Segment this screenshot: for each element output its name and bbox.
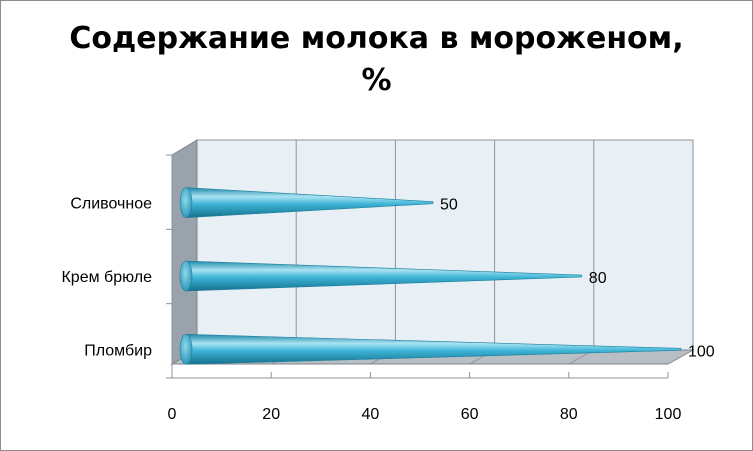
data-label: 80	[589, 270, 607, 287]
chart-title-line-2: %	[361, 63, 392, 98]
category-label: Крем брюле	[61, 269, 152, 286]
x-tick-label: 0	[168, 406, 177, 423]
cone-base	[179, 187, 193, 218]
category-labels: Сливочное Крем брюле Пломбир	[61, 196, 152, 360]
back-wall	[196, 139, 694, 351]
chart-title: Содержание молока в мороженом, %	[0, 18, 753, 102]
gridlines	[270, 140, 694, 365]
cone-base	[179, 260, 193, 292]
x-tick-label: 80	[560, 406, 578, 423]
cone-bar	[179, 260, 583, 292]
chart-title-line-1: Содержание молока в мороженом,	[69, 21, 684, 56]
plot-walls	[170, 139, 695, 365]
y-axis-ticks	[166, 154, 172, 379]
data-labels: 50 80 100	[440, 197, 715, 361]
cone-bars	[179, 187, 682, 365]
x-tick-label: 60	[461, 406, 479, 423]
side-wall	[171, 139, 198, 365]
data-label: 100	[688, 343, 715, 360]
x-axis	[171, 155, 668, 379]
cone-base	[179, 334, 193, 365]
cone-bar	[179, 187, 434, 218]
data-label: 50	[440, 197, 458, 214]
x-axis-ticks: 0 20 40 60 80 100	[168, 372, 682, 423]
floor-gridline	[667, 349, 694, 365]
x-tick-label: 20	[262, 406, 280, 423]
x-tick-label: 100	[655, 406, 682, 423]
cone-bar	[179, 334, 682, 365]
category-label: Сливочное	[70, 196, 152, 213]
x-tick-label: 40	[362, 406, 380, 423]
category-label: Пломбир	[84, 342, 152, 359]
